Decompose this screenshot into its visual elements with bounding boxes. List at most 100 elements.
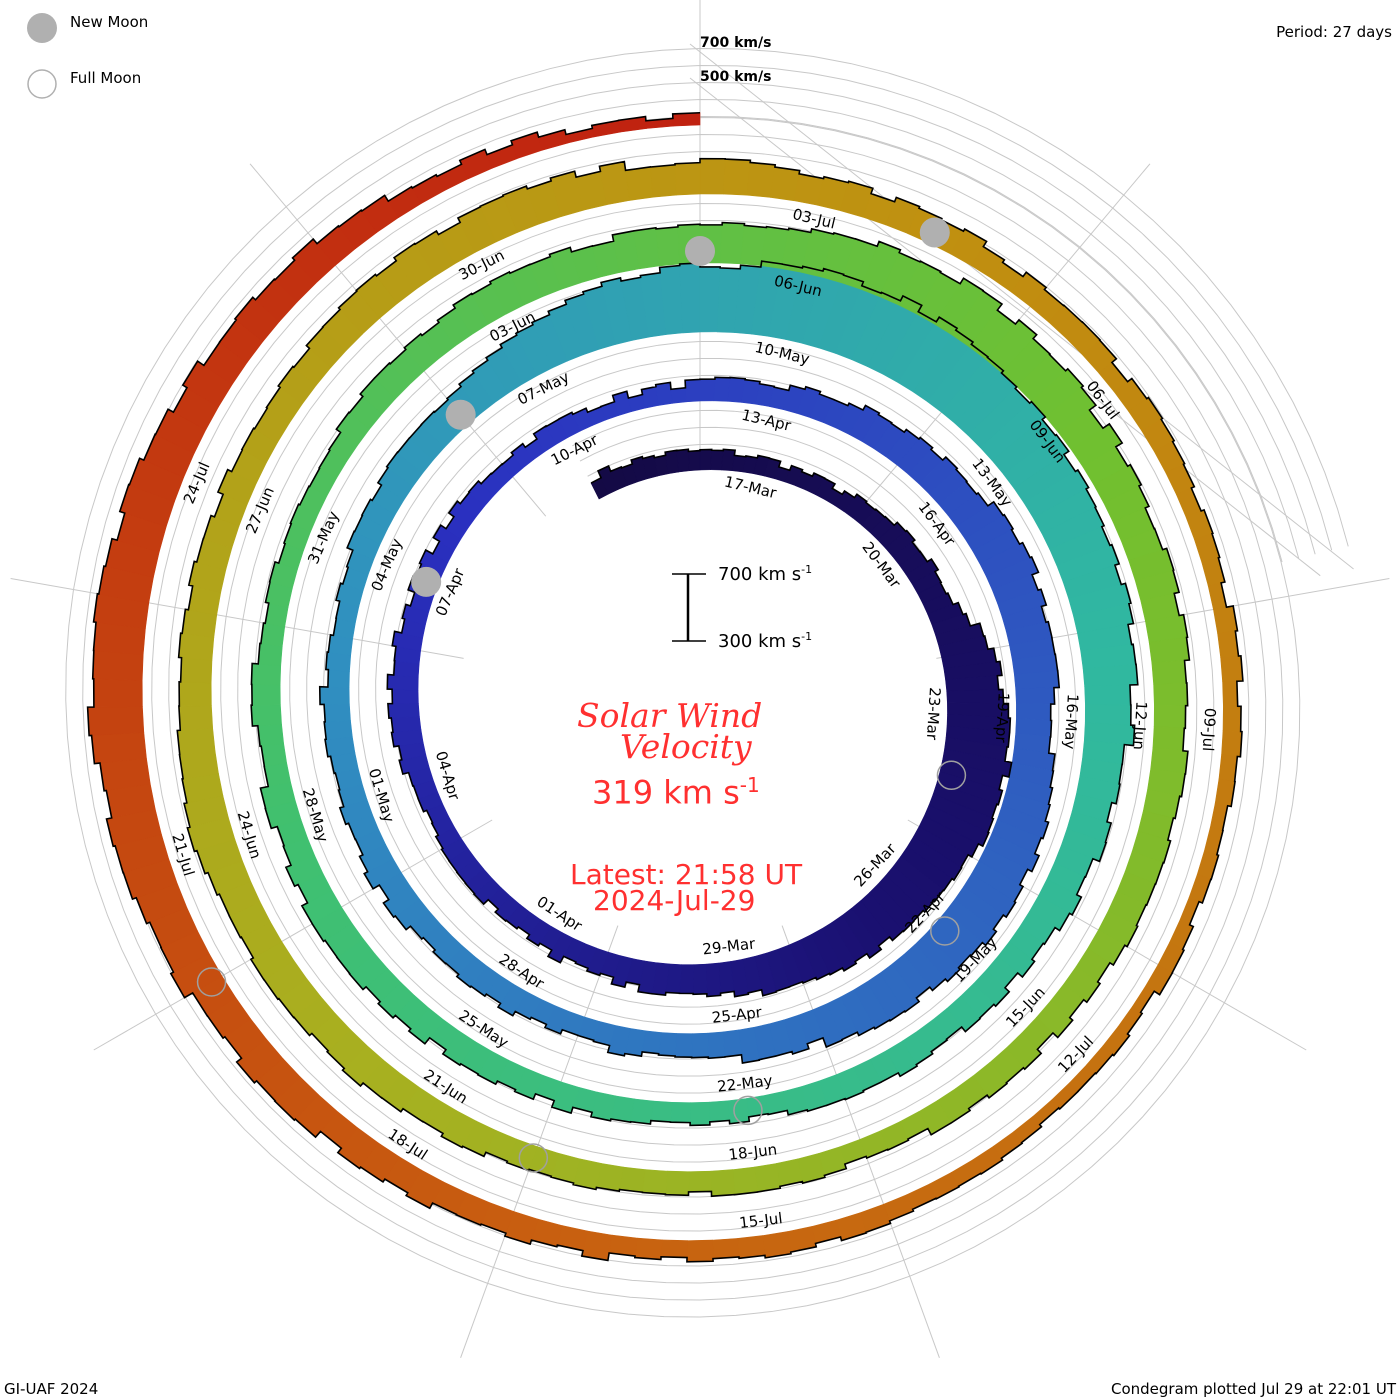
- guide-spiral-500: [99, 81, 1316, 1284]
- speed-bar: [712, 1238, 740, 1259]
- speed-bar: [625, 166, 654, 201]
- speed-bar: [688, 450, 701, 472]
- radial-spoke: [249, 163, 547, 517]
- new-moon-icon: [919, 217, 950, 248]
- speed-bar: [92, 650, 144, 681]
- full-moon-legend-icon: [27, 69, 57, 99]
- speed-bar: [676, 448, 690, 473]
- speed-bar: [257, 643, 283, 667]
- legend-new-moon: New Moon: [70, 13, 149, 31]
- guide-leader: [689, 43, 1354, 570]
- speed-bar: [251, 684, 281, 706]
- speed-bar: [737, 1235, 766, 1259]
- speed-bar: [391, 688, 419, 704]
- speed-bar: [674, 162, 701, 196]
- latest-time: Latest: 21:58 UT: [570, 858, 803, 891]
- scale-top-label: 700 km s-1: [718, 563, 813, 585]
- speed-bar: [634, 1237, 663, 1260]
- chart-title-line1: Solar Wind: [577, 696, 763, 735]
- speed-bar: [692, 963, 708, 995]
- speed-bar: [1222, 680, 1238, 707]
- new-moon-icon: [445, 399, 476, 430]
- full-moon-icon: [733, 1095, 763, 1126]
- speed-bar: [709, 1100, 730, 1123]
- speed-bar: [672, 112, 701, 127]
- speed-bar: [670, 1101, 691, 1123]
- speed-bar: [178, 681, 212, 707]
- new-moon-legend-icon: [27, 13, 57, 43]
- period-label: Period: 27 days: [1276, 23, 1392, 41]
- speed-bar: [323, 703, 351, 723]
- date-label: 29-Mar: [702, 934, 757, 958]
- footer-plot-time: Condegram plotted Jul 29 at 22:01 UT: [1110, 1380, 1396, 1398]
- speed-bar: [713, 376, 731, 402]
- speed-bar: [1015, 687, 1055, 705]
- speed-bar: [691, 1032, 709, 1058]
- speed-bar: [257, 724, 285, 747]
- full-moon-icon: [930, 916, 960, 946]
- speed-bar: [705, 962, 721, 997]
- speed-bar: [390, 716, 422, 733]
- speed-outline-line: [86, 111, 1244, 1263]
- speed-bar: [319, 686, 350, 705]
- speed-bar: [699, 158, 726, 195]
- guide-label-700: 700 km/s: [700, 35, 772, 51]
- speed-bar: [746, 162, 776, 198]
- radial-spoke: [460, 925, 619, 1358]
- date-label: 18-Jun: [728, 1140, 779, 1164]
- moon-markers: [196, 217, 967, 1173]
- scale-bar: [672, 573, 706, 642]
- speed-bar: [250, 704, 282, 727]
- speed-bar: [684, 379, 701, 403]
- speed-outline: [86, 111, 1244, 1263]
- date-label: 23-Mar: [923, 687, 944, 742]
- speed-bar: [660, 1239, 688, 1258]
- speed-bar: [679, 262, 701, 334]
- speed-bar: [260, 743, 288, 767]
- speed-bar: [655, 382, 673, 406]
- full-moon-icon: [518, 1143, 549, 1173]
- speed-bar: [649, 164, 677, 198]
- speed-bar: [1152, 726, 1185, 752]
- speed-bar: [720, 222, 745, 265]
- speed-bar: [1151, 660, 1187, 685]
- speed-bar: [1148, 637, 1190, 664]
- radial-spoke: [10, 577, 464, 659]
- speed-bar: [325, 651, 352, 672]
- speed-bar: [689, 1101, 711, 1126]
- chart-title-line2: Velocity: [620, 727, 752, 766]
- speed-bar: [674, 1033, 693, 1058]
- speed-bar: [1084, 684, 1132, 706]
- speed-bar: [1222, 705, 1242, 732]
- speed-bar: [679, 964, 695, 994]
- speed-bar: [260, 622, 286, 647]
- new-moon-icon: [685, 236, 715, 266]
- speed-bar: [688, 1170, 712, 1193]
- speed-bar: [722, 1029, 742, 1058]
- speed-bar: [387, 702, 420, 719]
- speed-bar: [176, 728, 216, 756]
- speed-bar: [91, 732, 147, 764]
- legend-full-moon: Full Moon: [70, 69, 142, 87]
- speed-bar: [1153, 682, 1188, 706]
- speed-bar: [670, 387, 687, 404]
- speed-bar: [323, 720, 353, 740]
- speed-bar: [1013, 670, 1060, 690]
- full-moon-icon: [196, 967, 227, 997]
- speed-bar: [658, 1032, 678, 1057]
- speed-bar: [732, 1166, 758, 1196]
- footer-credit: GI-UAF 2024: [4, 1380, 99, 1398]
- guide-spiral-600: [82, 64, 1333, 1301]
- date-label: 19-Apr: [992, 692, 1013, 744]
- speed-bar: [650, 1100, 673, 1123]
- speed-bar: [180, 657, 213, 684]
- speed-bar: [1220, 655, 1244, 683]
- speed-bar: [619, 1166, 646, 1193]
- date-label: 12-Jun: [1130, 701, 1151, 751]
- radial-spoke: [93, 819, 493, 1051]
- speed-bar: [686, 1239, 714, 1263]
- date-label: 16-May: [1061, 693, 1082, 750]
- date-label: 15-Jul: [738, 1209, 783, 1232]
- speed-bar: [1084, 704, 1132, 726]
